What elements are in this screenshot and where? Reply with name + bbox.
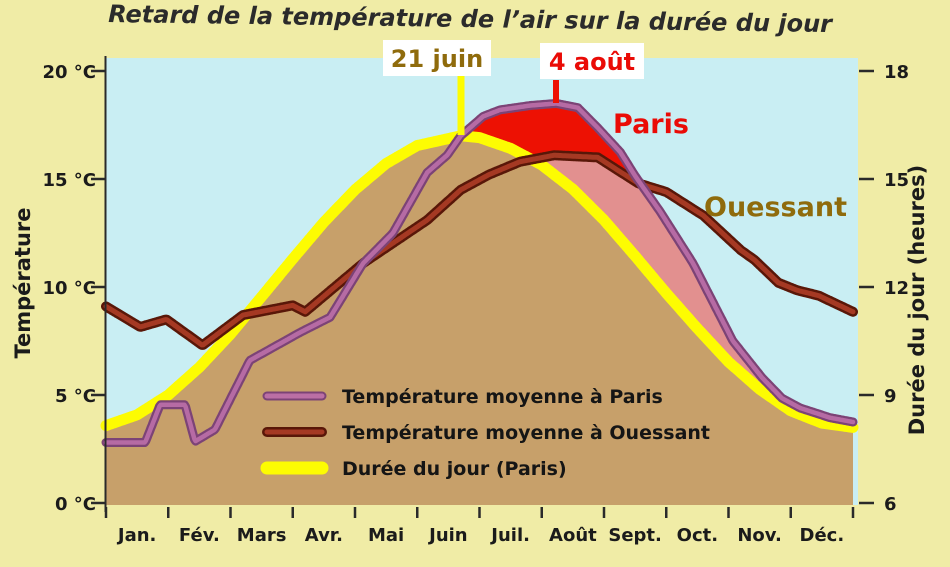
month-label-avr: Avr. — [305, 525, 343, 546]
month-label-fév: Fév. — [179, 525, 220, 546]
lag-area-pink — [462, 103, 853, 428]
paris-curve — [103, 101, 856, 445]
left-tick-label: 0 °C — [55, 494, 96, 515]
solstice-label: 21 juin — [391, 45, 483, 73]
month-label-jan: Jan. — [116, 525, 157, 546]
legend: Température moyenne à Paris Température … — [260, 386, 710, 480]
legend-label-ouessant: Température moyenne à Ouessant — [342, 422, 710, 444]
month-label-déc: Déc. — [800, 525, 845, 546]
ouessant-curve-label: Ouessant — [704, 192, 847, 223]
left-tick-label: 10 °C — [42, 278, 96, 299]
left-tick-label: 20 °C — [42, 62, 96, 83]
solstice-label-box — [383, 40, 491, 76]
month-label-mars: Mars — [237, 525, 287, 546]
temp-peak-label-box — [540, 43, 644, 79]
lag-area-red — [462, 103, 642, 185]
paris-curve-label: Paris — [613, 109, 689, 140]
month-label-mai: Mai — [368, 525, 404, 546]
right-tick-label: 12 — [884, 278, 909, 299]
right-tick-label: 18 — [884, 62, 909, 83]
axis-tick-labels: 20 °C 15 °C 10 °C 5 °C 0 °C 18 15 12 9 6 — [42, 62, 909, 515]
month-label-juil: Juil. — [489, 525, 530, 546]
day-length-area — [106, 135, 853, 506]
month-label-août: Août — [549, 525, 597, 546]
left-tick-label: 5 °C — [55, 386, 96, 407]
right-tick-label: 9 — [884, 386, 897, 407]
left-tick-label: 15 °C — [42, 170, 96, 191]
axis-ticks — [91, 69, 874, 518]
month-label-juin: Juin — [427, 525, 468, 546]
month-label-nov: Nov. — [737, 525, 782, 546]
month-label-oct: Oct. — [677, 525, 718, 546]
month-label-sept: Sept. — [608, 525, 662, 546]
left-axis-title: Température — [11, 207, 35, 358]
legend-label-paris: Température moyenne à Paris — [342, 386, 663, 408]
month-labels: Jan. Fév. Mars Avr. Mai Juin Juil. Août Sept. Oct… — [116, 525, 844, 546]
legend-label-daylength: Durée du jour (Paris) — [342, 458, 567, 480]
daylength-curve — [100, 130, 859, 433]
right-axis-title: Durée du jour (heures) — [905, 165, 929, 436]
temp-peak-label: 4 août — [549, 48, 635, 76]
right-tick-label: 15 — [884, 170, 909, 191]
right-tick-label: 6 — [884, 494, 897, 515]
ouessant-curve — [103, 152, 856, 348]
